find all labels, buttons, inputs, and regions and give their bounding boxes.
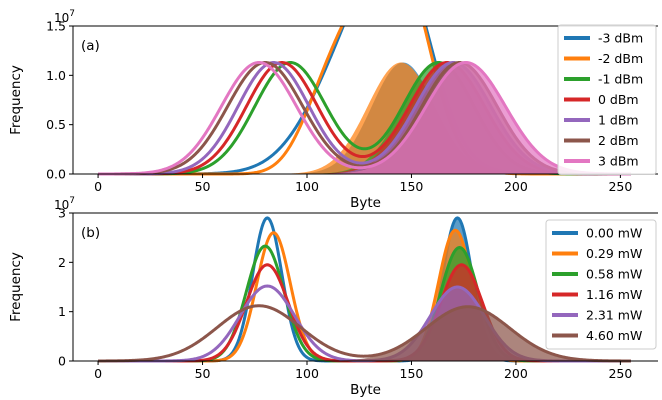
legend-label: 1 dBm (598, 113, 639, 128)
legend-label: 3 dBm (598, 154, 639, 169)
legend-item: -3 dBm (564, 31, 643, 46)
legend-label: -1 dBm (598, 72, 643, 87)
y-tick-label: 1.5 (46, 19, 66, 34)
x-tick-label: 0 (94, 366, 102, 381)
legend-item: 4.60 mW (552, 328, 642, 343)
legend-label: -3 dBm (598, 31, 643, 46)
legend: -3 dBm -2 dBm -1 dBm 0 dBm 1 dBm 2 dBm 3 dBm (557, 24, 657, 175)
x-tick-label: 50 (195, 179, 211, 194)
x-tick-label: 50 (195, 366, 211, 381)
y-tick-label: 0.0 (46, 167, 66, 182)
legend-item: 0.29 mW (552, 246, 642, 261)
x-axis-label: Byte (350, 382, 381, 398)
y-axis-label: Frequency (8, 252, 24, 322)
legend-label: 4.60 mW (586, 328, 642, 343)
x-tick-label: 250 (608, 366, 632, 381)
legend-label: 0.58 mW (586, 267, 642, 282)
y-tick-label: 0 (58, 354, 66, 369)
x-tick-label: 150 (400, 179, 424, 194)
series-fill (98, 62, 631, 175)
series-4_60-mW (97, 304, 632, 363)
legend-item: 3 dBm (564, 154, 639, 169)
x-tick-label: 200 (504, 179, 528, 194)
legend-label: 0.29 mW (586, 246, 642, 261)
y-axis-label: Frequency (8, 65, 24, 135)
panel-a: 0 50 100 150 200 2500.00.51.01.5107ByteFreque… (8, 9, 658, 211)
legend-item: -1 dBm (564, 72, 643, 87)
plot-area (97, 26, 632, 176)
y-tick-label: 0.5 (46, 117, 66, 132)
x-tick-label: 100 (295, 366, 319, 381)
legend: 0.00 mW 0.29 mW 0.58 mW 1.16 mW 2.31 mW 4.60 … (545, 219, 657, 350)
x-tick-label: 200 (504, 366, 528, 381)
y-multiplier: 107 (54, 196, 75, 212)
legend-item: 1.16 mW (552, 287, 642, 302)
series-line (97, 304, 632, 363)
legend-label: 0.00 mW (586, 226, 642, 241)
legend-item: 0.58 mW (552, 267, 642, 282)
legend-item: 2 dBm (564, 133, 639, 148)
series-line (97, 61, 632, 176)
x-tick-label: 250 (608, 179, 632, 194)
x-tick-label: 0 (94, 179, 102, 194)
y-tick-label: 1.0 (46, 68, 66, 83)
legend-item: 0 dBm (564, 92, 639, 107)
legend-item: 0.00 mW (552, 226, 642, 241)
y-tick-label: 3 (58, 206, 66, 221)
series-fill (98, 62, 631, 175)
legend-item: 1 dBm (564, 113, 639, 128)
legend-label: -2 dBm (598, 51, 643, 66)
panel-label: (a) (81, 38, 100, 54)
legend-box (557, 24, 657, 175)
panel-label: (b) (81, 225, 100, 241)
legend-label: 2 dBm (598, 133, 639, 148)
legend-label: 2.31 mW (586, 308, 642, 323)
legend-label: 1.16 mW (586, 287, 642, 302)
x-axis-label: Byte (350, 195, 381, 211)
series-3-dBm (97, 61, 632, 176)
x-tick-label: 150 (400, 366, 424, 381)
x-tick-label: 100 (295, 179, 319, 194)
y-multiplier: 107 (54, 9, 75, 25)
legend-label: 0 dBm (598, 92, 639, 107)
legend-item: -2 dBm (564, 51, 643, 66)
y-tick-label: 1 (58, 304, 66, 319)
legend-item: 2.31 mW (552, 308, 642, 323)
y-tick-label: 2 (58, 255, 66, 270)
